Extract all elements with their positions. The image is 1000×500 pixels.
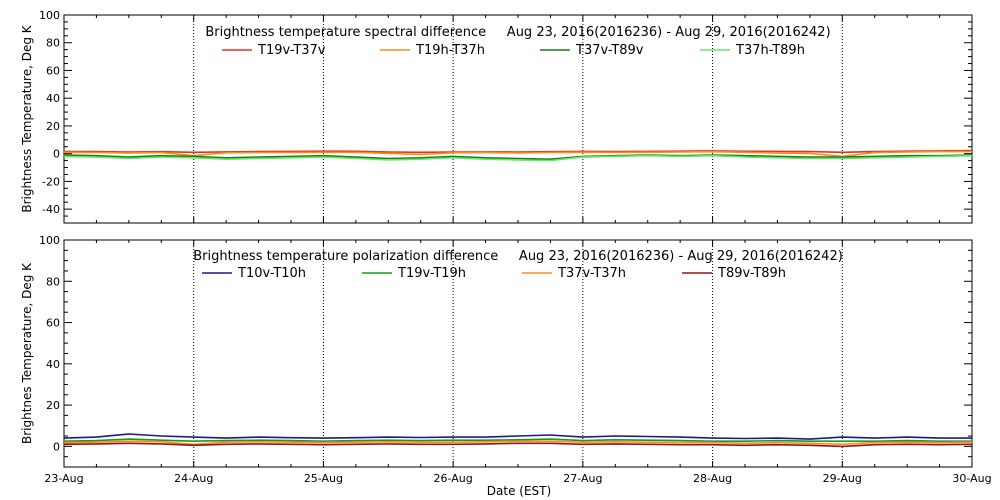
x-tick-label: 29-Aug: [823, 472, 862, 485]
series-line-t19h-t37h: [63, 150, 972, 158]
x-tick-label: 27-Aug: [563, 472, 602, 485]
plot-frame: [63, 14, 973, 224]
series-line-t37h-t89h: [63, 154, 973, 162]
x-tick-label: 30-Aug: [952, 472, 991, 485]
legend-label: T37v-T89v: [575, 43, 644, 58]
series-line-t19v-t37v: [64, 149, 973, 154]
plot-frame: [63, 239, 973, 468]
x-tick-label: 24-Aug: [174, 472, 213, 485]
y-tick-label: 0: [53, 440, 60, 453]
x-tick-label: 25-Aug: [304, 472, 343, 485]
legend-label: T19h-T37h: [415, 43, 485, 58]
x-tick-label: 26-Aug: [434, 472, 473, 485]
legend-label: T10v-T10h: [237, 266, 306, 281]
series-line-t37v-t37h: [63, 440, 973, 446]
series-line-t37v-t89v: [63, 154, 973, 161]
y-tick-label: 20: [46, 120, 60, 133]
legend-label: T37h-T89h: [735, 43, 805, 58]
series-line-t10v-t10h: [63, 433, 972, 440]
legend-label: T19v-T19h: [397, 266, 466, 281]
y-tick-label: 60: [46, 64, 60, 77]
y-tick-label: 60: [46, 317, 60, 330]
y-tick-label: 80: [46, 37, 60, 50]
y-tick-label: 20: [46, 399, 60, 412]
x-axis-title: Date (EST): [487, 484, 551, 498]
y-tick-label: -20: [42, 175, 60, 188]
chart-title: Brightness temperature spectral differen…: [205, 25, 830, 40]
y-tick-label: 0: [53, 148, 60, 161]
series-line-t19v-t19h: [63, 438, 972, 443]
x-tick-label: 28-Aug: [693, 472, 732, 485]
y-axis-title: Brightnes Temperature, Deg K: [20, 262, 34, 444]
chart-title: Brightness temperature polarization diff…: [193, 249, 843, 264]
series-line-t89v-t89h: [63, 442, 973, 448]
legend-label: T89v-T89h: [717, 266, 786, 281]
legend-label: T37v-T37h: [557, 266, 626, 281]
y-tick-label: 40: [46, 92, 60, 105]
y-tick-label: 100: [39, 234, 60, 247]
y-tick-label: 80: [46, 275, 60, 288]
y-tick-label: 40: [46, 358, 60, 371]
spectral-difference-panel: -40 -20 0 20 40 60 80 100 Brightness Temperature…: [20, 9, 973, 224]
y-axis-title: Brightness Temperature, Deg K: [20, 24, 34, 212]
y-tick-label: 100: [39, 9, 60, 22]
x-tick-label: 23-Aug: [44, 472, 83, 485]
y-tick-label: -40: [42, 203, 60, 216]
legend-label: T19v-T37v: [257, 43, 326, 58]
polarization-difference-panel: 0 20 40 60 80 100 Brightnes Temperature, Deg K…: [20, 234, 992, 485]
